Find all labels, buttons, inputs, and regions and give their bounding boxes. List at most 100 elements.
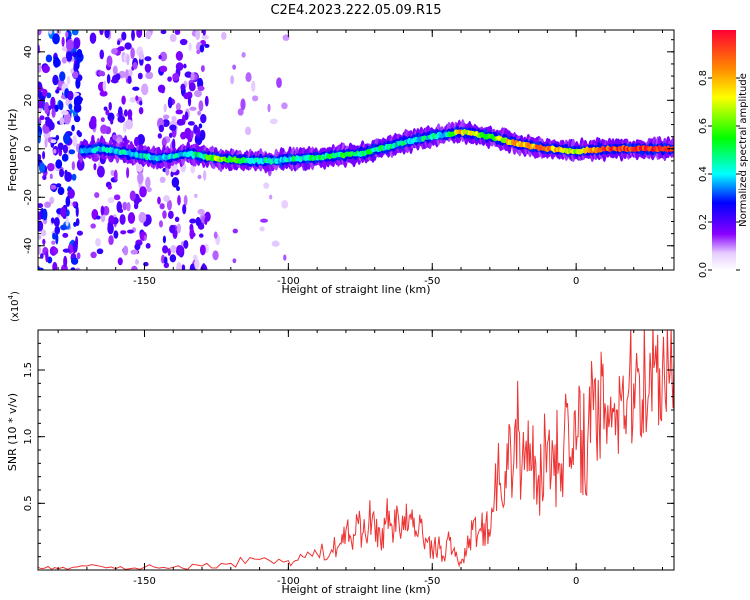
heatmap-cell	[38, 267, 44, 270]
heatmap-cell	[112, 65, 118, 76]
heatmap-cell	[113, 169, 118, 182]
heatmap-cell	[183, 195, 188, 207]
heatmap-cell	[61, 110, 69, 116]
snr-multiplier: (x104)	[7, 291, 21, 322]
snr-series-line	[38, 330, 674, 570]
heatmap-cell	[169, 224, 176, 234]
heatmap-cell	[135, 95, 139, 101]
heatmap-cell	[181, 264, 186, 270]
heatmap-cell	[75, 95, 83, 106]
heatmap-cell	[55, 89, 60, 94]
heatmap-cell	[145, 176, 151, 189]
heatmap-cell	[95, 215, 101, 220]
heatmap-cell	[41, 64, 50, 74]
heatmap-cell	[171, 115, 177, 122]
heatmap-cell	[107, 184, 112, 190]
heatmap-cell	[168, 132, 173, 138]
heatmap-cell	[107, 197, 115, 204]
heatmap-cell	[65, 217, 69, 227]
heatmap-cell	[241, 52, 246, 58]
heatmap-cell	[130, 47, 135, 60]
heatmap-frame	[37, 29, 675, 271]
heatmap-ytick-label: 40	[23, 45, 34, 58]
heatmap-cell	[174, 216, 180, 223]
heatmap-cell	[132, 86, 140, 91]
heatmap-cell	[175, 109, 183, 115]
heatmap-cell	[180, 83, 186, 92]
heatmap-cell	[38, 235, 42, 240]
snr-xtick-label: 0	[573, 576, 579, 587]
snr-ylabel: SNR (10 * v/v)	[6, 393, 19, 471]
heatmap-cell	[57, 186, 65, 196]
heatmap-cell	[174, 30, 181, 35]
heatmap-cell	[187, 121, 195, 126]
heatmap-cell	[190, 72, 195, 81]
heatmap-cell	[143, 261, 149, 267]
heatmap-cell	[119, 214, 126, 225]
heatmap-cell	[121, 95, 126, 105]
heatmap-cell	[75, 60, 80, 70]
heatmap-cell	[124, 42, 132, 50]
heatmap-cell	[100, 124, 108, 134]
heatmap-cell	[76, 129, 81, 136]
heatmap-cell	[197, 85, 205, 92]
heatmap-cell	[171, 177, 180, 188]
heatmap-cell	[75, 267, 81, 270]
heatmap-cell	[232, 258, 237, 264]
heatmap-cell	[66, 75, 71, 85]
heatmap-cell	[171, 138, 176, 151]
heatmap-cell	[202, 30, 206, 36]
heatmap-cell	[199, 244, 206, 256]
snr-xtick-label: -100	[277, 576, 300, 587]
heatmap-cell	[283, 254, 287, 261]
heatmap-cell	[159, 51, 168, 62]
heatmap-cell	[76, 48, 83, 58]
heatmap-cell	[267, 103, 271, 113]
heatmap-cell	[123, 109, 128, 117]
heatmap-cell	[135, 259, 139, 265]
heatmap-cell	[232, 64, 237, 70]
heatmap-cell	[132, 62, 138, 70]
heatmap-cell	[184, 111, 189, 121]
heatmap-cell	[188, 82, 196, 92]
heatmap-cell	[176, 262, 182, 270]
heatmap-cell	[97, 70, 106, 76]
heatmap-cell	[176, 223, 181, 234]
snr-xtick-label: -150	[133, 576, 156, 587]
heatmap-cell	[170, 170, 174, 178]
snr-multiplier-exp: 4	[7, 294, 15, 299]
snr-ytick-label: 1.5	[23, 362, 34, 378]
heatmap-cell	[49, 173, 53, 180]
heatmap-cell	[197, 110, 202, 116]
heatmap-cell	[198, 123, 203, 129]
heatmap-cell	[180, 131, 187, 140]
heatmap-cell	[160, 30, 167, 35]
heatmap-cell	[167, 96, 173, 109]
heatmap-cell	[197, 174, 202, 180]
heatmap-cell	[204, 95, 209, 107]
heatmap-cell	[269, 194, 273, 200]
heatmap-cell	[189, 263, 196, 270]
heatmap-cell	[203, 170, 207, 181]
heatmap-cell	[105, 109, 110, 116]
heatmap-cell	[201, 34, 209, 40]
heatmap-cell	[108, 101, 112, 111]
heatmap-cell	[61, 56, 67, 64]
heatmap-cell	[240, 98, 246, 111]
heatmap-cell	[102, 80, 107, 92]
heatmap-cell	[129, 97, 137, 103]
heatmap-cell	[141, 83, 149, 96]
heatmap-cell	[126, 54, 130, 66]
heatmap-xtick-label: 0	[573, 276, 579, 287]
heatmap-cell	[38, 153, 42, 161]
heatmap-cell	[50, 217, 55, 224]
heatmap-cell	[55, 134, 60, 141]
heatmap-cell	[55, 183, 62, 188]
heatmap-cell	[204, 43, 210, 48]
heatmap-cell	[269, 118, 278, 125]
heatmap-cell	[159, 65, 168, 73]
heatmap-cell	[127, 212, 136, 224]
heatmap-cell	[42, 150, 46, 160]
heatmap-cell	[127, 229, 135, 234]
